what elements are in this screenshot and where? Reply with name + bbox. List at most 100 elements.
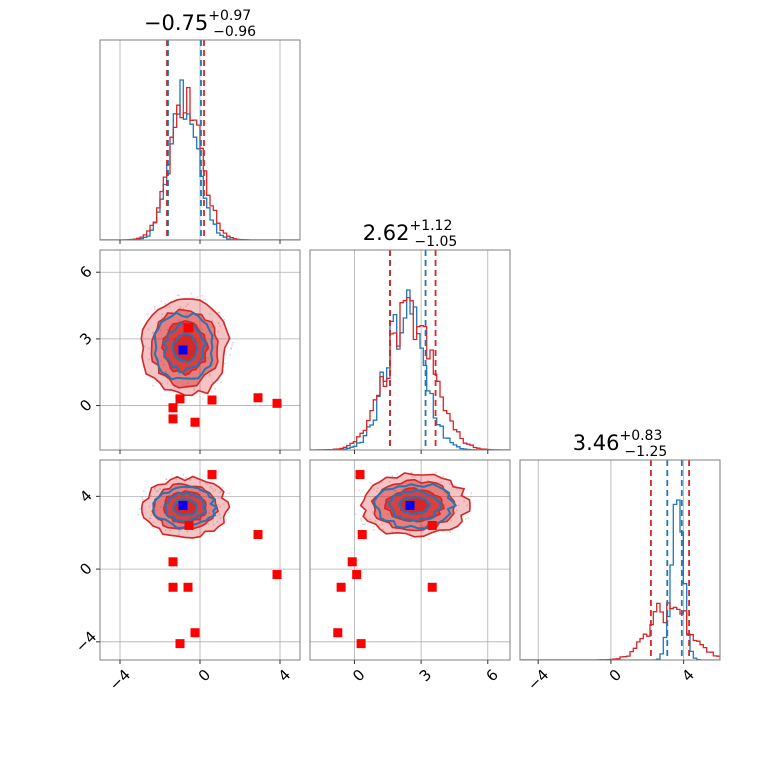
sample-dot — [146, 313, 149, 316]
sample-dot — [419, 479, 422, 482]
scatter-point — [357, 530, 367, 540]
truth-marker — [178, 345, 188, 355]
scatter-point — [333, 628, 343, 638]
sample-dot — [214, 488, 217, 491]
sample-dot — [410, 471, 413, 474]
sample-dot — [217, 496, 220, 499]
sample-dot — [152, 384, 154, 387]
scatter-point — [253, 393, 263, 403]
sample-dot — [212, 490, 215, 493]
sample-dot — [160, 360, 163, 362]
markers — [166, 40, 690, 660]
sample-dot — [409, 531, 412, 534]
sample-dot — [161, 316, 163, 319]
sample-dot — [359, 518, 362, 520]
sample-dot — [380, 481, 383, 484]
scatter-point — [168, 414, 178, 424]
panel-frames — [96, 39, 721, 664]
scatter-point — [168, 582, 178, 592]
sample-dot — [210, 391, 213, 393]
scatter-point — [183, 323, 193, 333]
sample-dot — [189, 479, 191, 481]
sample-dot — [219, 381, 222, 384]
sample-dot — [185, 305, 188, 308]
sample-dot — [212, 523, 215, 526]
blue-contour — [153, 311, 214, 381]
histogram — [310, 289, 510, 450]
sample-dot — [219, 325, 222, 328]
sample-dot — [166, 382, 169, 385]
sample-dot — [369, 518, 371, 521]
sample-dot — [378, 503, 381, 506]
sample-dot — [393, 489, 396, 492]
sample-dot — [160, 506, 163, 509]
sample-dot — [227, 511, 230, 514]
sample-dot — [231, 344, 234, 347]
sample-dot — [217, 322, 220, 324]
sample-dot — [362, 523, 364, 526]
sample-dot — [391, 474, 394, 477]
scatter-point — [175, 394, 185, 404]
sample-dot — [165, 478, 167, 480]
scatter-point — [355, 470, 365, 480]
sample-dot — [196, 392, 198, 395]
truth-marker — [405, 500, 415, 510]
scatter-point — [207, 395, 217, 405]
truth-marker — [178, 500, 188, 510]
sample-dot — [455, 509, 458, 512]
sample-dot — [177, 319, 180, 322]
sample-dot — [185, 313, 188, 315]
sample-dot — [148, 347, 150, 350]
point-group — [333, 470, 437, 649]
sample-dot — [201, 328, 204, 331]
y-tick-label: 3 — [76, 329, 95, 348]
sample-dot — [440, 481, 442, 484]
sample-dot — [369, 481, 372, 484]
scatter-point — [356, 639, 366, 649]
sample-dot — [444, 503, 447, 506]
contour-panel — [137, 473, 231, 539]
sample-dot — [358, 489, 361, 492]
sample-dot — [141, 498, 144, 501]
sample-dot — [148, 505, 151, 508]
scatter-point — [336, 582, 346, 592]
sample-dot — [152, 331, 155, 334]
sample-dot — [386, 513, 389, 516]
sample-dot — [388, 480, 391, 483]
sample-dot — [186, 303, 189, 306]
sample-dot — [176, 294, 179, 297]
sample-dot — [470, 492, 473, 495]
blue-contour — [171, 497, 198, 517]
y-tick-label: 4 — [76, 487, 95, 506]
sample-dot — [209, 312, 211, 315]
blue-contour — [387, 488, 443, 523]
sample-dot — [230, 347, 233, 350]
sample-dot — [421, 525, 423, 528]
sample-dot — [185, 487, 188, 490]
sample-dot — [200, 294, 203, 297]
x-tick-label: 4 — [678, 666, 697, 685]
hist-series-a — [310, 289, 510, 450]
sample-dot — [363, 523, 366, 526]
sample-dot — [186, 530, 189, 533]
sample-dot — [374, 520, 377, 522]
sample-dot — [205, 356, 208, 359]
contour-panel — [140, 292, 234, 400]
sample-dot — [149, 494, 152, 497]
sample-dot — [376, 487, 379, 490]
scatter-point — [190, 628, 200, 638]
sample-dot — [223, 318, 226, 321]
sample-dot — [179, 310, 182, 313]
x-tick-label: 4 — [275, 666, 294, 685]
sample-dot — [161, 313, 164, 316]
sample-dot — [153, 305, 156, 308]
sample-dot — [208, 348, 210, 351]
sample-dot — [219, 491, 221, 494]
x-tick-label: −4 — [106, 666, 134, 694]
scatter-point — [175, 639, 185, 649]
x-tick-label: 0 — [195, 666, 214, 685]
blue-contour — [171, 332, 199, 364]
panel-frame — [309, 249, 511, 451]
sample-dot — [227, 492, 230, 495]
